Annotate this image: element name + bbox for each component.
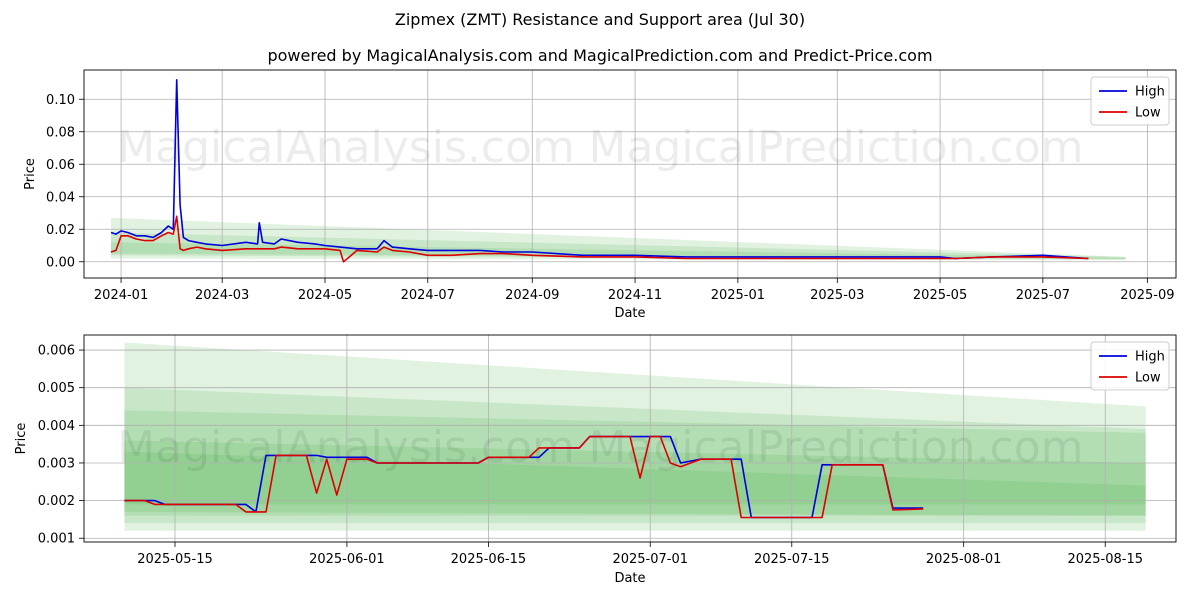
y-tick-label: 0.005 (38, 381, 75, 396)
legend-label-high: High (1135, 85, 1165, 100)
support-resistance-bands (124, 342, 1146, 531)
x-tick-label: 2024-01 (94, 288, 148, 303)
band-3 (110, 242, 1126, 259)
x-tick-label: 2025-07-15 (754, 552, 830, 567)
legend: High Low (1090, 341, 1170, 391)
y-tick-label: 0.02 (46, 223, 75, 238)
chart-panel-1: 2024-01 2024-03 2024-05 2024-07 2024-09 2024-… (23, 69, 1177, 321)
y-tick-label: 0.00 (46, 255, 75, 270)
y-tick-label: 0.08 (46, 125, 75, 140)
y-tick-label: 0.04 (46, 190, 75, 205)
x-tick-label: 2024-05 (298, 288, 352, 303)
watermark-text: MagicalAnalysis.com (117, 122, 575, 173)
x-tick-label: 2025-06-01 (309, 552, 385, 567)
x-tick-label: 2025-08-15 (1067, 552, 1143, 567)
y-tick-label: 0.003 (38, 456, 75, 471)
x-tick-label: 2024-09 (505, 288, 559, 303)
x-tick-label: 2024-03 (195, 288, 249, 303)
x-tick-label: 2025-08-01 (926, 552, 1002, 567)
y-tick-label: 0.001 (38, 532, 75, 547)
x-axis-label: Date (614, 306, 645, 321)
band-5 (124, 451, 1146, 505)
y-axis-label: Price (14, 423, 29, 455)
y-tick-label: 0.06 (46, 158, 75, 173)
watermark-text: MagicalAnalysis.com (117, 422, 575, 473)
y-tick-label: 0.10 (46, 93, 75, 108)
watermark-text: MagicalPrediction.com (589, 122, 1084, 173)
y-tick-label: 0.002 (38, 494, 75, 509)
x-tick-label: 2025-09 (1120, 288, 1174, 303)
y-axis-label: Price (23, 158, 38, 190)
legend-box (1090, 76, 1170, 126)
series-line-high (110, 79, 1089, 260)
plot-frame (83, 334, 1177, 543)
y-tick-label: 0.006 (38, 344, 75, 359)
series-group (124, 435, 924, 519)
chart-panel-2: 2025-05-15 2025-06-01 2025-06-15 2025-07-01… (14, 334, 1177, 586)
support-resistance-bands (110, 217, 1126, 261)
legend-label-high: High (1135, 350, 1165, 365)
legend: High Low (1090, 76, 1170, 126)
legend-label-low: Low (1135, 106, 1161, 121)
x-tick-label: 2025-05-15 (137, 552, 213, 567)
chart-subtitle: powered by MagicalAnalysis.com and Magic… (267, 46, 933, 65)
y-tick-label: 0.004 (38, 419, 75, 434)
series-line-low (110, 215, 1089, 263)
x-tick-label: 2025-07 (1016, 288, 1070, 303)
x-tick-label: 2025-03 (810, 288, 864, 303)
series-group (110, 79, 1089, 263)
x-axis-label: Date (614, 571, 645, 586)
legend-box (1090, 341, 1170, 391)
series-line-low (124, 435, 924, 519)
x-tick-label: 2024-11 (608, 288, 662, 303)
band-2 (110, 232, 1126, 260)
x-tick-label: 2025-06-15 (451, 552, 527, 567)
x-tick-label: 2025-05 (913, 288, 967, 303)
x-tick-label: 2024-07 (401, 288, 455, 303)
chart-title: Zipmex (ZMT) Resistance and Support area… (394, 10, 806, 29)
plot-frame (83, 69, 1177, 279)
x-tick-label: 2025-01 (711, 288, 765, 303)
legend-label-low: Low (1135, 371, 1161, 386)
x-tick-label: 2025-07-01 (612, 552, 688, 567)
